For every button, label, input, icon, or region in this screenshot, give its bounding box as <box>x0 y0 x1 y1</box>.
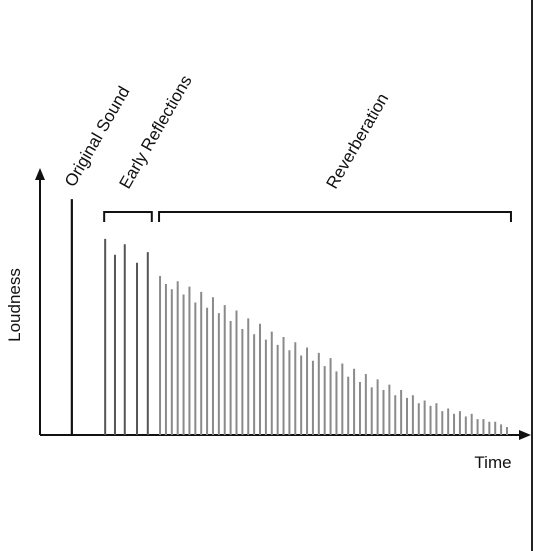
x-axis-arrow <box>519 430 531 440</box>
y-axis-arrow <box>35 168 45 180</box>
bracket <box>103 211 153 222</box>
y-axis-label: Loudness <box>5 268 24 342</box>
bracket <box>158 211 512 222</box>
x-axis-label: Time <box>474 453 511 472</box>
